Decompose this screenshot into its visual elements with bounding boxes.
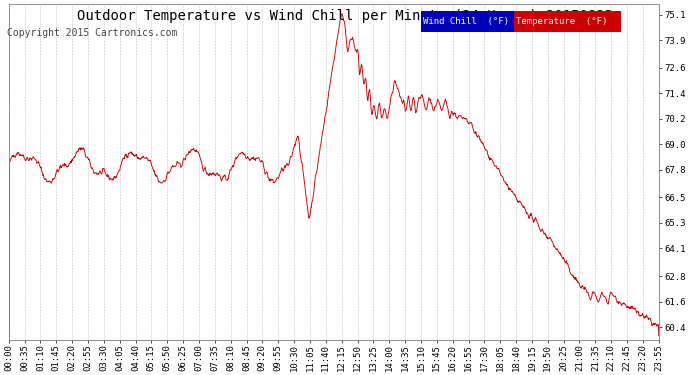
Text: Temperature  (°F): Temperature (°F) — [516, 17, 607, 26]
Text: Copyright 2015 Cartronics.com: Copyright 2015 Cartronics.com — [7, 28, 177, 38]
Text: Outdoor Temperature vs Wind Chill per Minute (24 Hours) 20150823: Outdoor Temperature vs Wind Chill per Mi… — [77, 9, 613, 23]
Text: Wind Chill  (°F): Wind Chill (°F) — [423, 17, 509, 26]
